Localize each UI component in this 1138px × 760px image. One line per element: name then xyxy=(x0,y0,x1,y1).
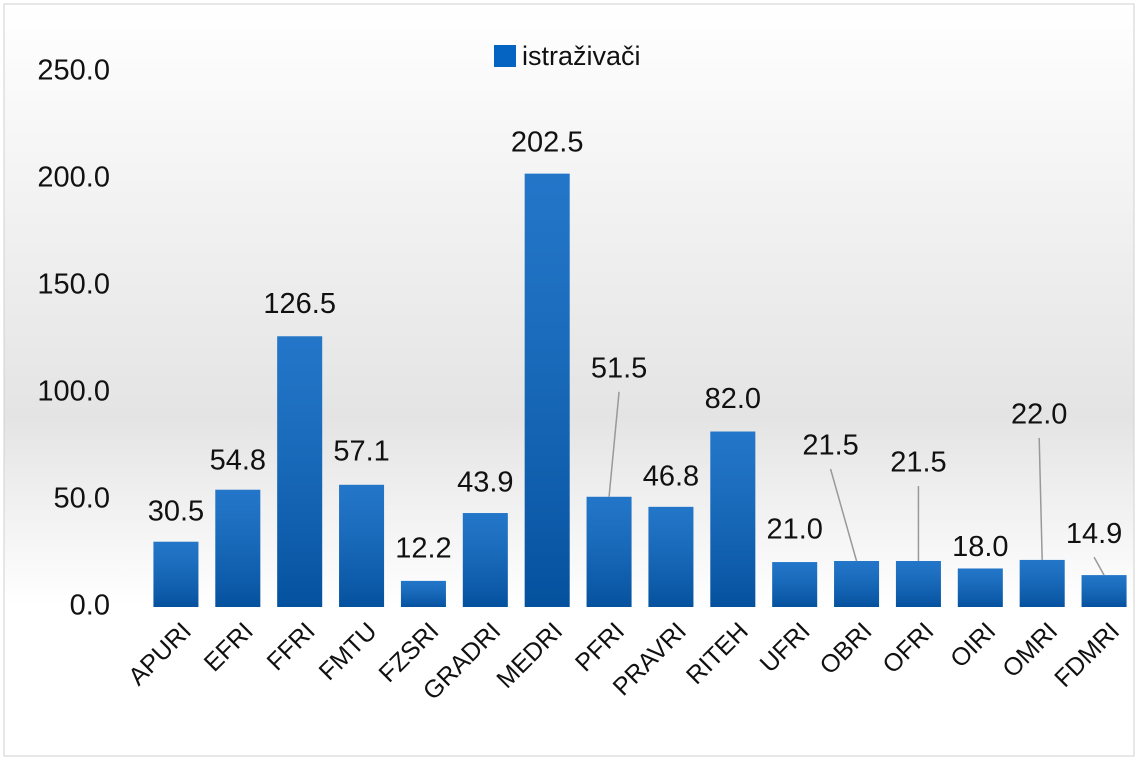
leader-line xyxy=(608,391,620,497)
data-label: 18.0 xyxy=(952,531,1008,563)
data-label: 22.0 xyxy=(1011,399,1067,431)
data-label: 51.5 xyxy=(591,352,647,384)
bar-shade xyxy=(586,496,632,607)
y-tick-label: 50.0 xyxy=(54,483,110,515)
bar-shade xyxy=(895,560,941,607)
bar-shade xyxy=(1081,575,1127,607)
bar-shade xyxy=(834,560,880,607)
data-label: 202.5 xyxy=(511,126,584,158)
data-label: 21.5 xyxy=(802,430,858,462)
bar-shade xyxy=(462,513,508,607)
leader-line xyxy=(1038,437,1043,560)
bar-shade xyxy=(524,173,570,607)
bar-shade xyxy=(772,562,818,607)
y-tick-label: 200.0 xyxy=(37,162,110,194)
bar-shade xyxy=(1019,559,1065,607)
bar-shade xyxy=(153,541,199,607)
data-label: 21.0 xyxy=(766,514,822,546)
data-label: 30.5 xyxy=(148,495,204,527)
data-label: 46.8 xyxy=(643,461,699,493)
y-tick-label: 0.0 xyxy=(70,590,110,622)
bar-shade xyxy=(215,489,261,607)
y-tick-label: 150.0 xyxy=(37,269,110,301)
data-label: 21.5 xyxy=(890,447,946,479)
data-label: 14.9 xyxy=(1066,518,1122,550)
data-label: 12.2 xyxy=(395,533,451,565)
bar-shade xyxy=(277,336,323,607)
leader-line xyxy=(829,468,858,562)
data-label: 126.5 xyxy=(263,288,336,320)
data-label: 54.8 xyxy=(210,444,266,476)
bar-shade xyxy=(400,580,446,607)
data-label: 43.9 xyxy=(457,467,513,499)
bar-shade xyxy=(339,484,385,607)
bar-shade xyxy=(957,568,1003,607)
y-tick-label: 250.0 xyxy=(37,55,110,87)
legend-label: istraživači xyxy=(522,41,641,71)
legend-swatch xyxy=(494,45,516,67)
y-tick-label: 100.0 xyxy=(37,376,110,408)
data-label: 82.0 xyxy=(705,383,761,415)
bar-shade xyxy=(710,431,756,607)
bar-shade xyxy=(648,506,694,607)
leader-line xyxy=(1093,556,1105,576)
data-label: 57.1 xyxy=(333,435,389,467)
